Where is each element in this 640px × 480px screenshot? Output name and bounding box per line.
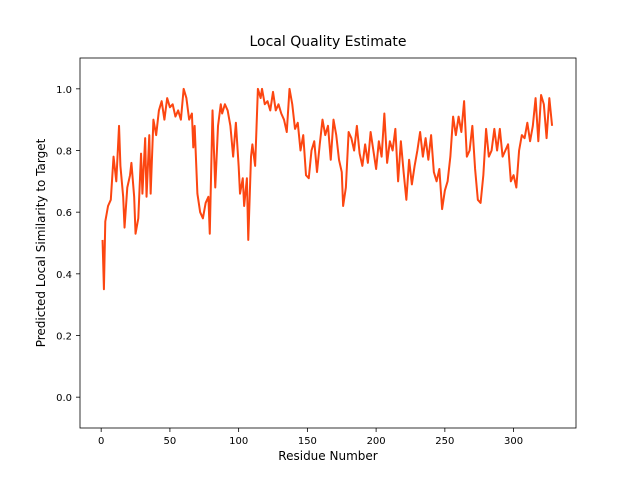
- data-line: [101, 87, 554, 291]
- plot-frame: [79, 57, 577, 429]
- x-axis-label: Residue Number: [278, 449, 377, 463]
- x-tick-label: 50: [164, 436, 177, 447]
- x-tick-label: 250: [435, 436, 454, 447]
- y-tick-label: 0.6: [56, 208, 72, 219]
- y-tick-label: 0.8: [56, 147, 72, 158]
- x-tick-label: 100: [229, 436, 248, 447]
- y-tick-label: 0.4: [56, 270, 72, 281]
- x-tick-label: 0: [98, 436, 104, 447]
- y-axis-label: Predicted Local Similarity to Target: [34, 138, 48, 347]
- y-tick-label: 1.0: [56, 85, 72, 96]
- y-tick-label: 0.0: [56, 393, 72, 404]
- x-tick-label: 150: [298, 436, 317, 447]
- y-tick-label: 0.2: [56, 332, 72, 343]
- chart-title: Local Quality Estimate: [249, 34, 406, 50]
- x-tick-label: 200: [367, 436, 386, 447]
- x-tick-label: 300: [504, 436, 523, 447]
